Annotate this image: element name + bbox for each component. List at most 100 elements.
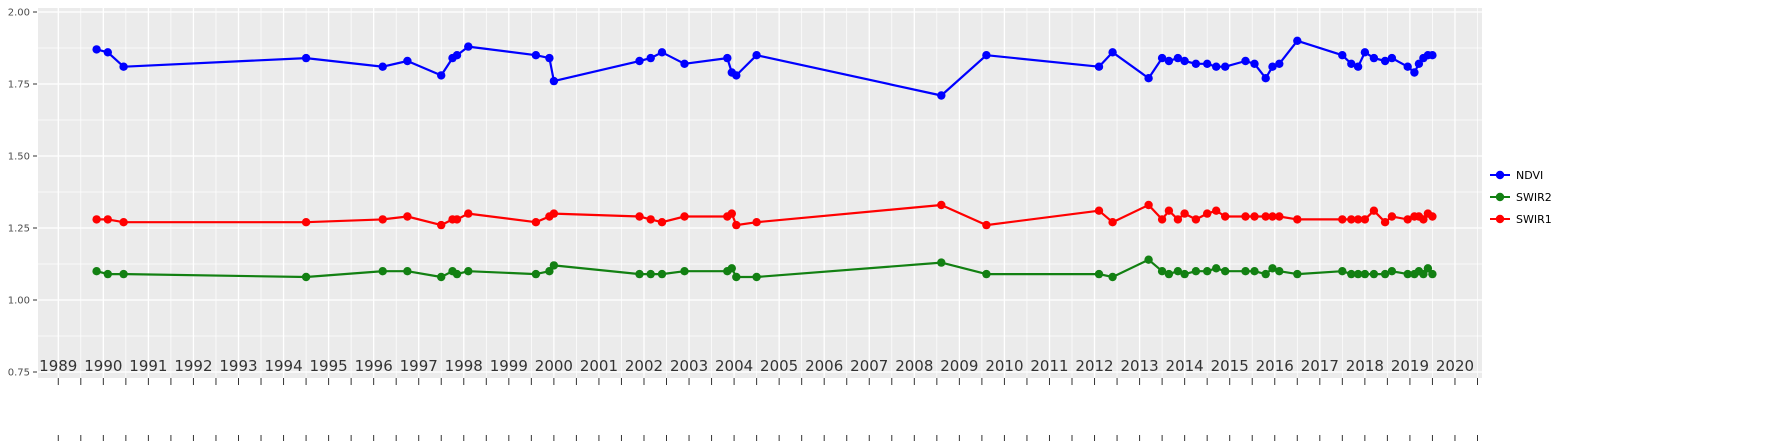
swir2-point (680, 267, 689, 276)
x-tick-label: 2019 (1391, 357, 1429, 375)
ndvi-point (680, 59, 689, 68)
ndvi-point (1094, 62, 1104, 71)
swir1-point (982, 220, 991, 230)
ndvi-point (103, 48, 113, 57)
ndvi-point (635, 56, 644, 66)
swir2-point (452, 269, 462, 279)
swir1-point (1380, 218, 1390, 227)
x-tick-label: 2018 (1346, 357, 1384, 375)
swir2-point (1173, 267, 1183, 276)
swir1-point (1191, 215, 1201, 224)
swir2-point (1108, 272, 1117, 282)
swir2-point (982, 269, 991, 279)
swir1-point (937, 200, 946, 210)
x-tick-label: 2006 (805, 357, 843, 375)
ndvi-point (1353, 62, 1363, 71)
swir2-point (1380, 269, 1390, 279)
ndvi-point (1261, 74, 1270, 83)
swir1-point (1180, 209, 1189, 218)
ndvi-point (1414, 59, 1424, 68)
x-tick-label: 1993 (219, 357, 257, 375)
swir2-point (1268, 264, 1277, 273)
swir2-point (92, 267, 101, 276)
ndvi-point (1241, 56, 1250, 66)
x-tick-label: 1992 (174, 357, 212, 375)
swir2-point (1241, 267, 1250, 276)
swir2-point (1419, 269, 1428, 279)
swir1-point (1369, 206, 1379, 215)
swir2-point (937, 258, 946, 267)
ndvi-point (752, 51, 761, 60)
ndvi-point (1428, 51, 1437, 60)
swir2-point (1261, 269, 1270, 279)
swir2-point (403, 267, 412, 276)
ndvi-point (119, 62, 128, 71)
swir1-point (1241, 212, 1250, 221)
x-tick-label: 1995 (310, 357, 348, 375)
swir2-point (727, 264, 736, 273)
swir1-point (437, 220, 446, 230)
ndvi-point (1387, 53, 1397, 63)
ndvi-point (545, 53, 554, 63)
swir2-point (1221, 267, 1230, 276)
ndvi-point (723, 53, 732, 63)
x-tick-label: 2002 (625, 357, 663, 375)
x-tick-label: 2001 (580, 357, 618, 375)
swir1-point (1275, 212, 1284, 221)
y-tick-label: 2.00 (8, 8, 30, 19)
swir1-point (1338, 215, 1347, 224)
swir1-point (119, 218, 128, 227)
swir2-point (1347, 269, 1356, 279)
ndvi-point (1360, 48, 1370, 57)
ndvi-point (549, 76, 559, 86)
x-tick-label: 2016 (1256, 357, 1294, 375)
x-tick-label: 1996 (355, 357, 393, 375)
swir2-point (301, 272, 311, 282)
ndvi-point (646, 53, 655, 63)
swir2-point (1360, 269, 1370, 279)
ndvi-point (1173, 53, 1183, 63)
swir2-point (103, 269, 113, 279)
legend-item-swir2: SWIR2 (1489, 189, 1552, 205)
legend-label-ndvi: NDVI (1516, 168, 1544, 182)
swir1-key-icon (1489, 211, 1511, 227)
swir1-point (549, 209, 559, 218)
ndvi-point (1191, 59, 1201, 68)
swir2-point (1423, 264, 1433, 273)
swir2-point (437, 272, 446, 282)
swir2-point (1157, 267, 1167, 276)
swir1-point (378, 215, 387, 224)
swir2-point (1403, 269, 1412, 279)
swir2-point (752, 272, 761, 282)
swir2-point (531, 269, 541, 279)
x-tick-label: 2015 (1211, 357, 1249, 375)
y-tick-label: 1.25 (8, 224, 30, 235)
swir1-point (1221, 212, 1230, 221)
legend-item-ndvi: NDVI (1489, 167, 1552, 183)
swir1-point (1203, 209, 1212, 218)
y-tick-label: 1.50 (8, 152, 30, 163)
swir2-point (464, 267, 473, 276)
swir2-point (732, 272, 741, 282)
y-tick-label: 0.75 (8, 368, 30, 379)
swir1-point (1428, 212, 1437, 221)
x-tick-label: 2011 (1030, 357, 1068, 375)
x-tick-label: 2005 (760, 357, 798, 375)
swir2-point (1164, 269, 1174, 279)
ndvi-point (1108, 48, 1117, 57)
swir1-point (732, 220, 741, 230)
x-tick-label: 2017 (1301, 357, 1339, 375)
swir1-point (452, 215, 462, 224)
swir1-point (464, 209, 473, 218)
x-tick-label: 2003 (670, 357, 708, 375)
swir1-point (1173, 215, 1183, 224)
swir2-point (1144, 255, 1153, 264)
ndvi-point (1250, 59, 1259, 68)
x-tick-label: 2007 (850, 357, 888, 375)
swir1-point (1353, 215, 1363, 224)
ndvi-point (1369, 53, 1379, 63)
ndvi-point (464, 42, 473, 51)
swir2-point (549, 261, 559, 270)
x-tick-label: 1989 (39, 357, 77, 375)
swir2-point (1428, 269, 1437, 279)
